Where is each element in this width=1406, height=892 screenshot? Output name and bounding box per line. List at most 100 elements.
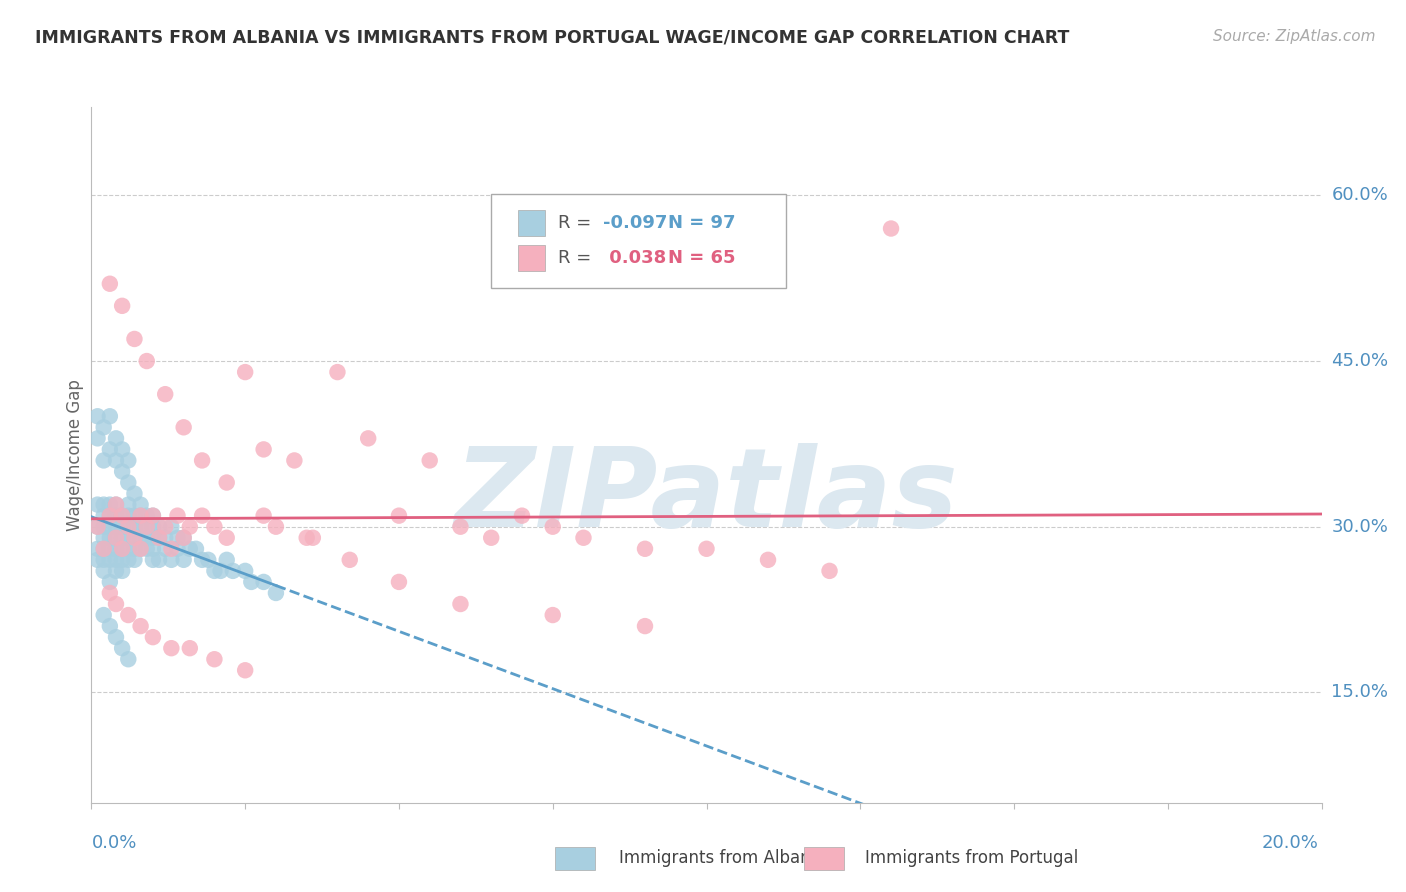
Point bbox=[111, 553, 134, 567]
Point bbox=[253, 574, 276, 589]
Text: 30.0%: 30.0% bbox=[1331, 517, 1388, 536]
Point bbox=[105, 564, 127, 578]
Point bbox=[166, 541, 188, 556]
Point bbox=[124, 508, 146, 523]
Point bbox=[117, 498, 139, 512]
Point bbox=[117, 553, 139, 567]
Point bbox=[191, 553, 214, 567]
Point bbox=[264, 586, 287, 600]
Point bbox=[111, 519, 134, 533]
Point bbox=[339, 553, 361, 567]
Point bbox=[179, 641, 201, 656]
Point bbox=[93, 564, 115, 578]
Point bbox=[117, 541, 139, 556]
Point bbox=[160, 641, 183, 656]
Point bbox=[173, 531, 195, 545]
Point bbox=[541, 608, 564, 623]
Point bbox=[111, 564, 134, 578]
Point bbox=[135, 519, 157, 533]
Point bbox=[191, 508, 214, 523]
Point bbox=[124, 332, 146, 346]
Point bbox=[388, 508, 411, 523]
Point bbox=[86, 553, 108, 567]
Point bbox=[818, 564, 841, 578]
Point bbox=[117, 453, 139, 467]
Point bbox=[541, 519, 564, 533]
Point bbox=[148, 519, 170, 533]
Point bbox=[111, 541, 134, 556]
Text: Immigrants from Portugal: Immigrants from Portugal bbox=[865, 849, 1078, 867]
Point bbox=[111, 541, 134, 556]
Text: R =: R = bbox=[558, 214, 596, 232]
Point bbox=[148, 531, 170, 545]
Point bbox=[264, 519, 287, 533]
Point bbox=[449, 519, 471, 533]
Point bbox=[129, 619, 152, 633]
Point bbox=[148, 531, 170, 545]
Point bbox=[449, 597, 471, 611]
Point bbox=[93, 553, 115, 567]
Point bbox=[93, 420, 115, 434]
Point bbox=[173, 531, 195, 545]
Point bbox=[124, 486, 146, 500]
Text: -0.097: -0.097 bbox=[603, 214, 668, 232]
Point bbox=[233, 663, 256, 677]
Point bbox=[105, 630, 127, 644]
Point bbox=[142, 508, 165, 523]
Point bbox=[105, 541, 127, 556]
Point bbox=[153, 541, 177, 556]
Point bbox=[153, 531, 177, 545]
Point bbox=[86, 519, 108, 533]
Point bbox=[135, 508, 157, 523]
Point bbox=[117, 519, 139, 533]
Point bbox=[105, 597, 127, 611]
Point bbox=[117, 519, 139, 533]
FancyBboxPatch shape bbox=[519, 210, 546, 236]
Point bbox=[215, 553, 238, 567]
Point bbox=[142, 541, 165, 556]
Point bbox=[98, 574, 121, 589]
Point bbox=[93, 531, 115, 545]
Point bbox=[93, 453, 115, 467]
Point bbox=[222, 564, 245, 578]
Point bbox=[111, 508, 134, 523]
Point bbox=[233, 564, 256, 578]
Point bbox=[105, 431, 127, 445]
Point bbox=[105, 498, 127, 512]
Point bbox=[98, 409, 121, 424]
Text: 60.0%: 60.0% bbox=[1331, 186, 1388, 204]
FancyBboxPatch shape bbox=[519, 244, 546, 271]
Point bbox=[479, 531, 502, 545]
Point bbox=[117, 531, 139, 545]
Point bbox=[129, 508, 152, 523]
Point bbox=[240, 574, 263, 589]
Point bbox=[135, 541, 157, 556]
Point bbox=[153, 519, 177, 533]
Point bbox=[111, 641, 134, 656]
Text: Source: ZipAtlas.com: Source: ZipAtlas.com bbox=[1212, 29, 1375, 44]
Point bbox=[98, 508, 121, 523]
Point bbox=[98, 508, 121, 523]
Point bbox=[105, 531, 127, 545]
Point bbox=[105, 519, 127, 533]
Point bbox=[105, 508, 127, 523]
Point bbox=[142, 531, 165, 545]
Point bbox=[148, 553, 170, 567]
Point bbox=[357, 431, 380, 445]
Point bbox=[166, 531, 188, 545]
Point bbox=[283, 453, 305, 467]
Point bbox=[86, 409, 108, 424]
Point bbox=[197, 553, 219, 567]
Point bbox=[179, 541, 201, 556]
Text: ZIPatlas: ZIPatlas bbox=[454, 443, 959, 550]
Point bbox=[98, 498, 121, 512]
Point bbox=[135, 531, 157, 545]
Point bbox=[93, 541, 115, 556]
Point bbox=[160, 553, 183, 567]
Point bbox=[233, 365, 256, 379]
Point bbox=[160, 519, 183, 533]
Point bbox=[129, 519, 152, 533]
Point bbox=[696, 541, 718, 556]
Point bbox=[105, 498, 127, 512]
Point bbox=[124, 541, 146, 556]
